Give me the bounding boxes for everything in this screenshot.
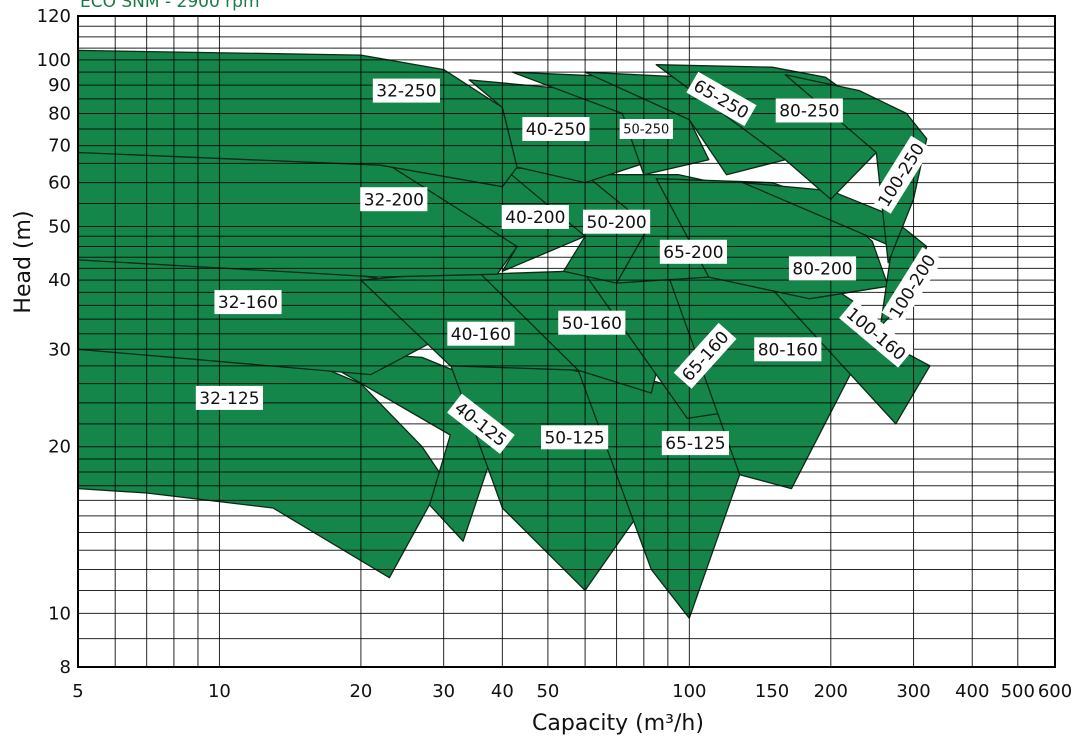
pump-label-32-250: 32-250 <box>372 78 440 103</box>
pump-curve-areas <box>77 49 931 619</box>
pump-label-text: 65-200 <box>663 243 723 263</box>
pump-label-50-125: 50-125 <box>541 425 609 450</box>
chart-title: ECO SNM - 2900 rpm <box>80 0 260 12</box>
pump-label-text: 32-125 <box>199 389 259 409</box>
y-axis-ticks: 8 10 20 30 40 50 60 70 80 90 100 120 <box>37 6 71 678</box>
pump-label-box <box>360 187 428 212</box>
pump-label-box <box>372 78 440 103</box>
x-tick-label-100: 100 <box>672 681 706 702</box>
pump-label-text: 50-200 <box>586 213 646 233</box>
y-axis-title: Head (m) <box>11 210 36 313</box>
x-tick-label-10: 10 <box>208 681 231 702</box>
pump-label-box <box>659 239 727 264</box>
y-tick-label-60: 60 <box>48 173 71 194</box>
y-tick-label-10: 10 <box>48 603 71 624</box>
pump-label-80-160: 80-160 <box>754 337 822 362</box>
pump-label-box <box>775 98 843 123</box>
x-tick-label-500: 500 <box>1001 681 1035 702</box>
x-tick-label-400: 400 <box>955 681 989 702</box>
pump-label-text: 50-125 <box>544 428 604 448</box>
pump-label-box <box>541 425 609 450</box>
pump-label-text: 80-160 <box>758 340 818 360</box>
pump-label-text: 80-200 <box>792 260 852 280</box>
pump-label-40-160: 40-160 <box>447 321 515 346</box>
pump-label-text: 50-250 <box>623 123 669 138</box>
pump-label-text: 32-250 <box>376 82 436 102</box>
pump-label-box <box>673 322 737 389</box>
y-tick-label-30: 30 <box>48 339 71 360</box>
pump-label-text: 40-160 <box>451 325 511 345</box>
x-tick-label-20: 20 <box>349 681 372 702</box>
pump-label-50-200: 50-200 <box>583 209 651 234</box>
y-tick-label-70: 70 <box>48 136 71 157</box>
grid <box>77 15 1056 668</box>
x-tick-label-300: 300 <box>896 681 930 702</box>
pump-label-box <box>870 135 932 214</box>
pump-label-40-250: 40-250 <box>522 117 590 141</box>
pump-label-box <box>501 205 569 229</box>
pump-label-box <box>788 256 857 281</box>
x-tick-label-30: 30 <box>432 681 455 702</box>
x-axis-ticks: 5 10 20 30 40 50 100 150 200 300 400 500 600 <box>72 681 1072 702</box>
pump-label-box <box>754 337 822 362</box>
x-axis-title: Capacity (m³/h) <box>532 711 704 736</box>
x-tick-label-200: 200 <box>814 681 848 702</box>
pump-label-text: 32-200 <box>364 190 424 210</box>
y-tick-label-50: 50 <box>48 216 71 237</box>
pump-label-text: 80-250 <box>779 102 839 122</box>
pump-label-text: 32-160 <box>218 293 278 313</box>
pump-label-text: 40-200 <box>505 208 565 228</box>
pump-label-box <box>447 393 515 454</box>
x-tick-label-50: 50 <box>536 681 559 702</box>
x-tick-label-150: 150 <box>755 681 789 702</box>
pump-label-box <box>839 299 914 368</box>
pump-label-box <box>619 119 673 139</box>
pump-label-32-125: 32-125 <box>195 385 263 410</box>
pump-label-text: 40-250 <box>526 120 586 140</box>
y-tick-label-90: 90 <box>48 75 71 96</box>
pump-label-65-200: 65-200 <box>659 239 727 264</box>
pump-label-text: 65-125 <box>665 434 725 454</box>
pump-label-50-160: 50-160 <box>558 310 626 335</box>
pump-label-box <box>195 385 263 410</box>
y-tick-label-8: 8 <box>60 657 71 678</box>
x-tick-label-600: 600 <box>1038 681 1072 702</box>
pump-label-80-200: 80-200 <box>788 256 857 281</box>
y-tick-label-120: 120 <box>37 6 71 27</box>
pump-label-box <box>558 310 626 335</box>
pump-label-box <box>214 290 282 315</box>
y-tick-label-100: 100 <box>37 50 71 71</box>
pump-label-32-160: 32-160 <box>214 290 282 315</box>
pump-label-50-250: 50-250 <box>619 119 673 139</box>
pump-label-65-125: 65-125 <box>661 431 729 456</box>
pump-area-100-250 <box>784 74 928 264</box>
pump-label-box <box>661 431 729 456</box>
pump-label-box <box>881 247 943 326</box>
y-tick-label-20: 20 <box>48 437 71 458</box>
pump-label-box <box>583 209 651 234</box>
plot-frame <box>77 15 1056 668</box>
pump-label-box <box>447 321 515 346</box>
pump-label-40-200: 40-200 <box>501 205 569 229</box>
pump-label-80-250: 80-250 <box>775 98 843 123</box>
x-tick-label-40: 40 <box>491 681 514 702</box>
pump-label-box <box>686 71 757 127</box>
pump-label-text: 50-160 <box>562 314 622 334</box>
pump-label-32-200: 32-200 <box>360 187 428 212</box>
pump-label-box <box>522 117 590 141</box>
y-tick-label-40: 40 <box>48 270 71 291</box>
x-tick-label-5: 5 <box>72 681 83 702</box>
y-tick-label-80: 80 <box>48 103 71 124</box>
